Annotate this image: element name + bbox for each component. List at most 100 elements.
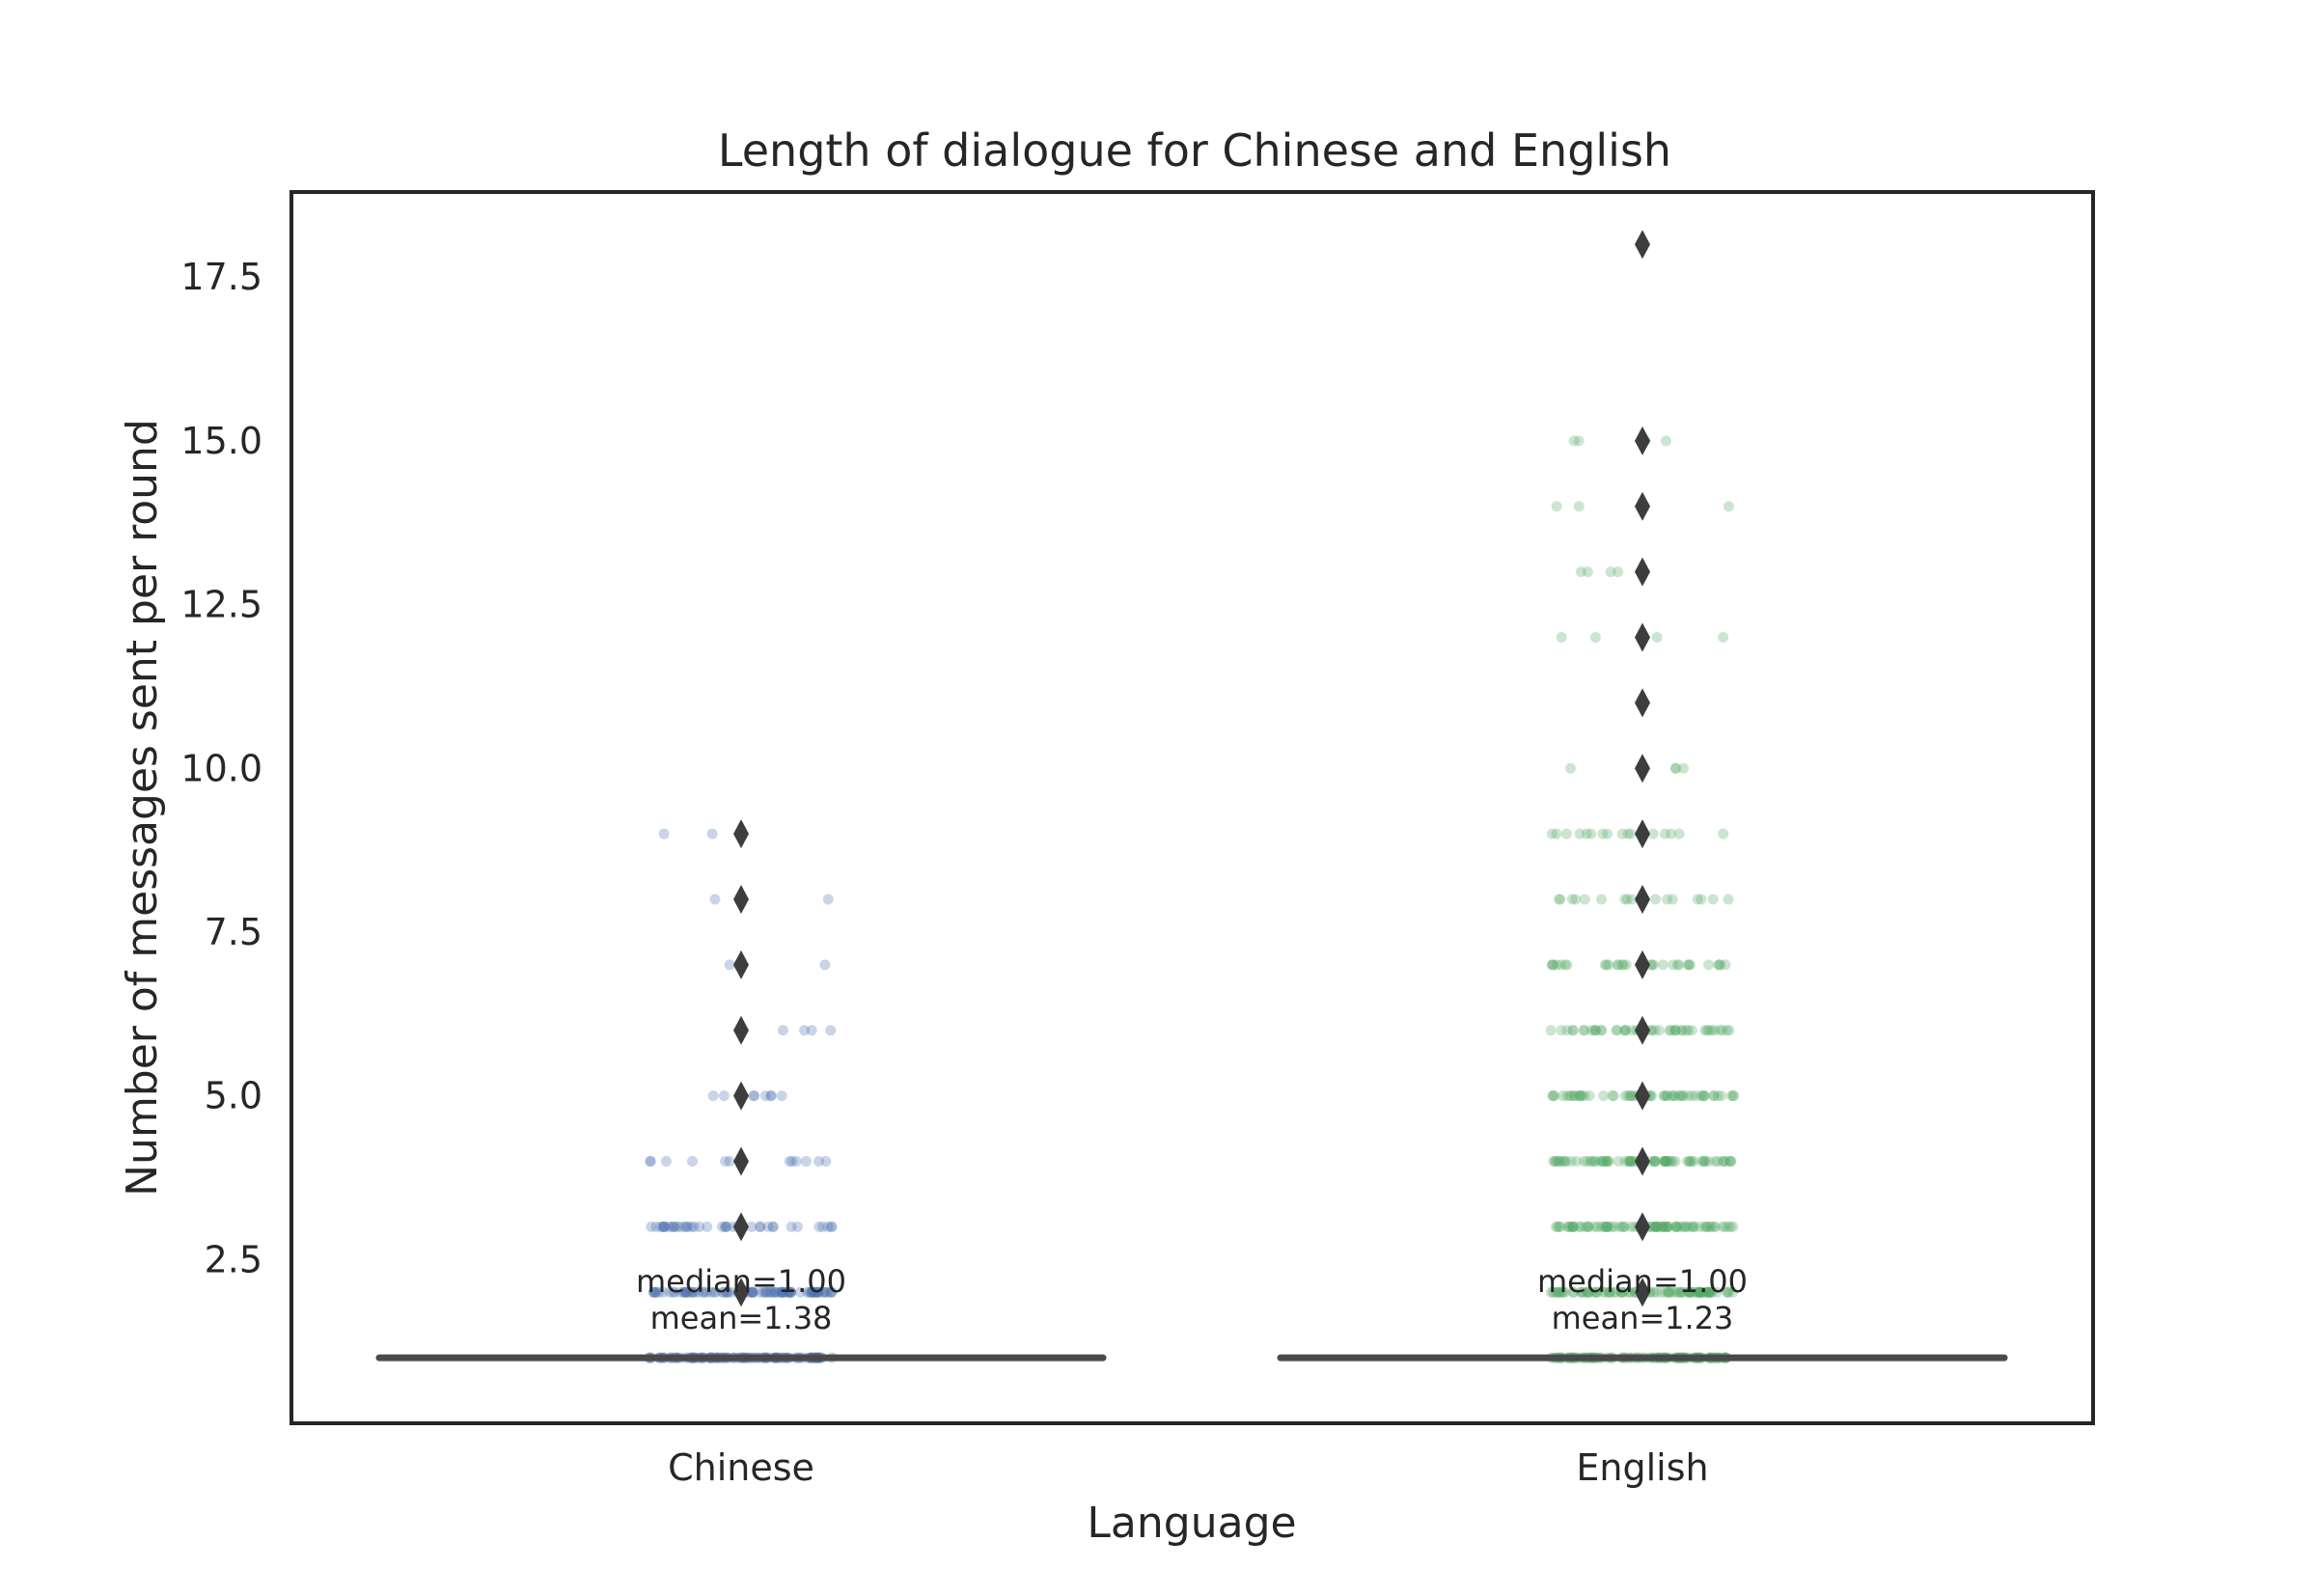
strip-point [1655, 1221, 1667, 1232]
strip-point [726, 1286, 737, 1298]
strip-point [648, 1286, 660, 1298]
strip-point [1564, 1221, 1576, 1232]
strip-point [1561, 1090, 1573, 1102]
strip-point [1583, 1286, 1594, 1298]
strip-point [1546, 959, 1558, 971]
strip-point [1725, 1156, 1737, 1168]
strip-point [680, 1221, 692, 1232]
strip-point [777, 1286, 788, 1298]
strip-point [768, 1286, 780, 1298]
strip-point [822, 1221, 834, 1232]
strip-point [1702, 1221, 1714, 1232]
strip-point [1649, 1156, 1661, 1168]
strip-point [1668, 959, 1679, 971]
strip-point [1689, 1221, 1700, 1232]
strip-point [1561, 1025, 1573, 1036]
strip-point [1685, 1286, 1696, 1298]
strip-point [708, 1286, 720, 1298]
strip-point [1660, 1156, 1671, 1168]
strip-point [1699, 1156, 1711, 1168]
strip-point [1579, 1025, 1590, 1036]
strip-point [1581, 828, 1592, 839]
strip-point [1717, 1025, 1728, 1036]
strip-point [825, 1025, 837, 1036]
outlier-marker [733, 1015, 749, 1045]
strip-point [718, 1090, 730, 1102]
strip-point [1585, 1156, 1597, 1168]
strip-point [1554, 1156, 1565, 1168]
strip-point [1704, 1286, 1716, 1298]
strip-point [1616, 828, 1628, 839]
strip-point [1568, 1090, 1580, 1102]
strip-point [1706, 1025, 1718, 1036]
strip-point [1720, 1156, 1731, 1168]
outlier-marker [733, 949, 749, 979]
strip-point [1603, 1156, 1614, 1168]
strip-point [1559, 959, 1571, 971]
strip-point [1665, 1025, 1676, 1036]
strip-point [648, 1286, 659, 1298]
strip-point [1682, 1090, 1694, 1102]
strip-point [1618, 1286, 1630, 1298]
strip-point [1646, 1025, 1658, 1036]
strip-point [817, 1286, 829, 1298]
strip-point [687, 1156, 699, 1168]
strip-point [1616, 959, 1628, 971]
strip-point [1723, 501, 1734, 512]
strip-point [826, 1286, 838, 1298]
strip-point [776, 1090, 787, 1102]
strip-point [1563, 1090, 1575, 1102]
y-tick-label: 5.0 [205, 1075, 262, 1117]
outlier-marker [1635, 1081, 1650, 1111]
strip-point [1627, 1090, 1639, 1102]
strip-points [644, 435, 1740, 1363]
strip-point [777, 1286, 788, 1298]
strip-point [1697, 1090, 1709, 1102]
strip-point [1601, 1156, 1613, 1168]
strip-point [1577, 1090, 1588, 1102]
strip-point [1664, 1025, 1675, 1036]
strip-point [779, 1286, 790, 1298]
strip-point [1574, 1090, 1585, 1102]
strip-point [1717, 1221, 1728, 1232]
strip-point [1675, 1286, 1687, 1298]
strip-point [770, 1286, 782, 1298]
strip-point [1547, 959, 1558, 971]
strip-point [1658, 1090, 1669, 1102]
strip-point [1587, 1286, 1599, 1298]
strip-point [1560, 828, 1572, 839]
strip-point [1666, 828, 1677, 839]
strip-point [802, 1286, 813, 1298]
strip-point [1579, 1221, 1590, 1232]
strip-point [1684, 959, 1696, 971]
strip-point [767, 1221, 779, 1232]
strip-point [1624, 1156, 1636, 1168]
strip-point [765, 1090, 777, 1102]
strip-point [1600, 1286, 1612, 1298]
strip-point [826, 1286, 838, 1298]
strip-point [1622, 1156, 1634, 1168]
strip-point [1662, 1090, 1673, 1102]
strip-point [806, 1286, 817, 1298]
strip-point [1650, 894, 1662, 905]
strip-point [1550, 1156, 1561, 1168]
chart-title: Length of dialogue for Chinese and Engli… [718, 124, 1671, 177]
strip-point [699, 1286, 710, 1298]
strip-point [1589, 1156, 1601, 1168]
strip-point [1671, 1221, 1683, 1232]
x-axis-label: Language [1087, 1499, 1296, 1548]
strip-point [821, 1286, 833, 1298]
strip-point [1695, 1286, 1706, 1298]
outlier-marker [1635, 1015, 1650, 1045]
strip-point [675, 1221, 686, 1232]
strip-point [1651, 1286, 1663, 1298]
strip-point [1619, 1025, 1631, 1036]
strip-point [1661, 1221, 1672, 1232]
strip-point [1603, 1286, 1614, 1298]
strip-point [1699, 1025, 1711, 1036]
strip-point [1658, 1221, 1669, 1232]
strip-point [645, 1156, 656, 1168]
strip-point [1673, 959, 1685, 971]
y-axis-label: Number of messages sent per round [118, 419, 167, 1197]
strip-point [1573, 1221, 1585, 1232]
